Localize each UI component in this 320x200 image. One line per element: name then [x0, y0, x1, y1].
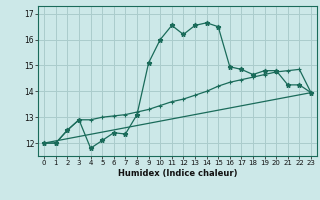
X-axis label: Humidex (Indice chaleur): Humidex (Indice chaleur): [118, 169, 237, 178]
